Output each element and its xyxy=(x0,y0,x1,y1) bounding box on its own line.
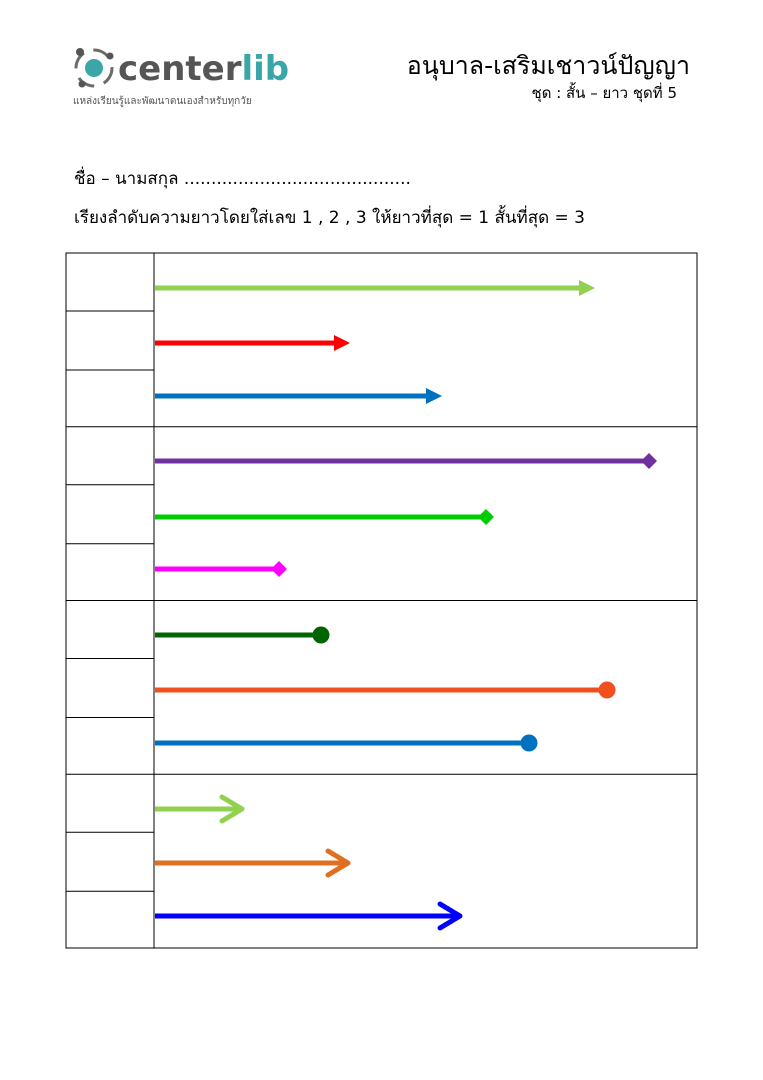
brand-part: center xyxy=(118,49,242,89)
arrow-head xyxy=(219,794,245,824)
arrow xyxy=(155,453,657,469)
arrow-head xyxy=(334,335,350,351)
arrow xyxy=(155,626,330,644)
arrow-head xyxy=(641,453,657,469)
arrow xyxy=(155,561,287,577)
instruction: เรียงลำดับความยาวโดยใส่เลข 1 , 2 , 3 ให้… xyxy=(74,205,585,228)
brand-name: centerlib xyxy=(118,49,289,89)
arrow xyxy=(155,388,442,404)
arrow-head xyxy=(271,561,287,577)
arrow xyxy=(155,848,351,878)
arrows xyxy=(155,280,657,931)
arrow xyxy=(155,901,463,931)
arrow xyxy=(155,734,538,752)
brand-tagline: แหล่งเรียนรู้และพัฒนาตนเองสำหรับทุกวัย xyxy=(73,95,252,107)
arrow-head xyxy=(437,901,463,931)
arrow xyxy=(155,335,350,351)
subtitle: ชุด : สั้น – ยาว ชุดที่ 5 xyxy=(532,82,677,103)
arrow-head xyxy=(598,681,616,699)
arrow-head xyxy=(579,280,595,296)
logo-icon xyxy=(74,48,114,88)
title: อนุบาล-เสริมเชาวน์ปัญญา xyxy=(407,51,690,81)
name-line: ชื่อ – นามสกุล .........................… xyxy=(74,166,411,189)
arrow-head xyxy=(312,626,330,644)
arrow xyxy=(155,681,616,699)
arrow xyxy=(155,280,595,296)
arrow-head xyxy=(325,848,351,878)
arrow-head xyxy=(426,388,442,404)
brand-part: lib xyxy=(242,49,290,89)
arrow xyxy=(155,794,245,824)
answer-table xyxy=(65,252,698,949)
arrow-head xyxy=(520,734,538,752)
arrow-head xyxy=(478,509,494,525)
arrow xyxy=(155,509,494,525)
